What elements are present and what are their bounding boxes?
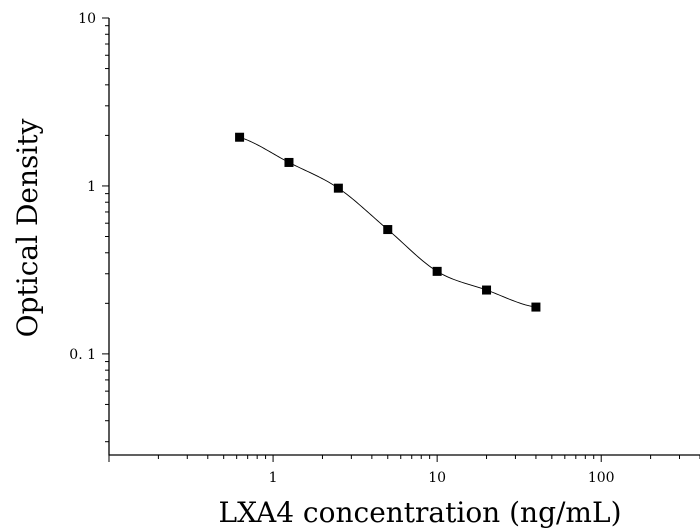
y-tick-label: 10 [78, 11, 96, 27]
x-tick-label: 10 [428, 470, 446, 486]
data-point [482, 285, 492, 295]
x-tick-label: 1 [269, 470, 278, 486]
data-point [333, 183, 343, 193]
x-tick-label: 100 [588, 470, 615, 486]
y-tick-label: 1 [87, 179, 96, 195]
fit-curve [239, 136, 536, 308]
data-point [284, 157, 294, 167]
tick-labels: 1 10 100 0. 1 1 10 [69, 11, 614, 486]
data-points [235, 132, 541, 312]
x-axis-title: LXA4 concentration (ng/mL) [218, 496, 621, 529]
fit-curve-layer [239, 136, 536, 308]
y-tick-label: 0. 1 [69, 347, 96, 363]
y-axis-title: Optical Density [11, 118, 44, 337]
axes [102, 17, 700, 462]
data-point [432, 266, 442, 276]
data-point [531, 302, 541, 312]
data-point [235, 132, 245, 142]
data-point [383, 225, 393, 235]
